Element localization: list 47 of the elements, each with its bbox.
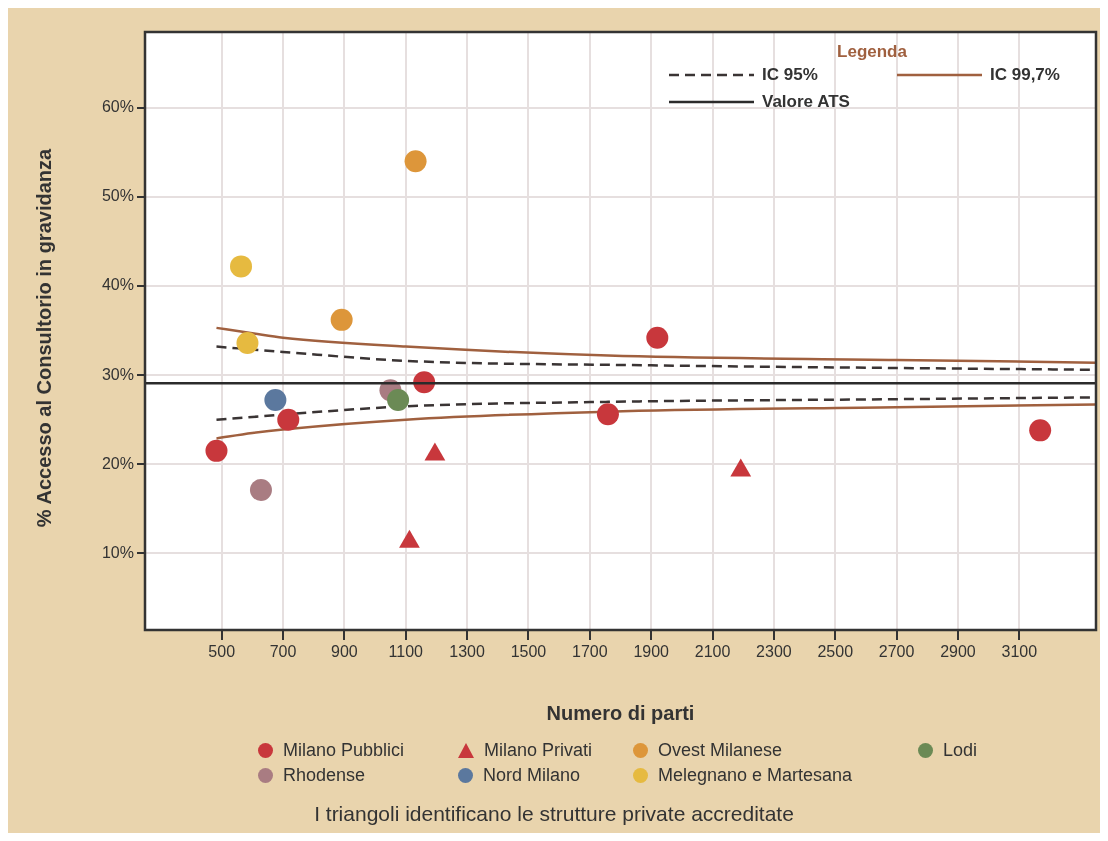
y-tick-label: 40% <box>101 276 134 294</box>
legend-label: Milano Privati <box>484 740 593 761</box>
x-tick-label: 2900 <box>940 643 976 661</box>
y-tick-label: 60% <box>101 98 134 116</box>
point <box>330 308 353 331</box>
y-tick-label: 50% <box>101 187 134 205</box>
point <box>264 389 287 412</box>
legend-label: IC 99,7% <box>990 64 1060 84</box>
legend-label: IC 95% <box>762 64 818 84</box>
point <box>230 255 253 278</box>
point <box>249 479 272 502</box>
legend-label: Rhodense <box>283 765 366 786</box>
point <box>646 326 669 349</box>
y-axis-title: % Accesso al Consultorio in gravidanza <box>32 148 56 528</box>
x-tick-label: 1500 <box>510 643 547 661</box>
x-tick-label: 1700 <box>572 643 608 661</box>
x-tick-label: 2500 <box>817 643 854 661</box>
line-series <box>215 326 1096 364</box>
x-tick-label: 1100 <box>388 643 424 661</box>
point <box>596 403 619 426</box>
y-tick-label: 10% <box>101 543 134 561</box>
x-tick-label: 1900 <box>633 643 670 661</box>
x-tick-label: 900 <box>331 643 358 661</box>
point <box>277 408 300 431</box>
y-tick-label: 30% <box>101 365 134 383</box>
point <box>404 150 427 173</box>
legend-label: Ovest Milanese <box>658 740 783 761</box>
x-tick-label: 500 <box>208 643 236 661</box>
point <box>1029 419 1052 442</box>
legend-label: Melegnano e Martesana <box>658 765 853 786</box>
point <box>236 332 259 355</box>
legend-label: Lodi <box>943 740 978 761</box>
x-tick-label: 1300 <box>449 643 486 661</box>
x-tick-label: 2700 <box>878 643 915 661</box>
x-tick-label: 2300 <box>756 643 792 661</box>
legend-title: Legenda <box>837 41 908 61</box>
text: I triangoli identificano le strutture private accreditate <box>313 802 795 826</box>
legend-label: Milano Pubblici <box>283 740 405 761</box>
y-tick-label: 20% <box>101 454 134 472</box>
x-tick-label: 700 <box>269 643 297 661</box>
point <box>387 389 410 412</box>
legend-label: Valore ATS <box>762 91 850 111</box>
point <box>205 439 228 462</box>
x-tick-label: 2100 <box>694 643 731 661</box>
x-axis-title: Numero di parti <box>546 701 695 724</box>
x-tick-label: 3100 <box>1001 643 1038 661</box>
legend-label: Nord Milano <box>483 765 581 786</box>
